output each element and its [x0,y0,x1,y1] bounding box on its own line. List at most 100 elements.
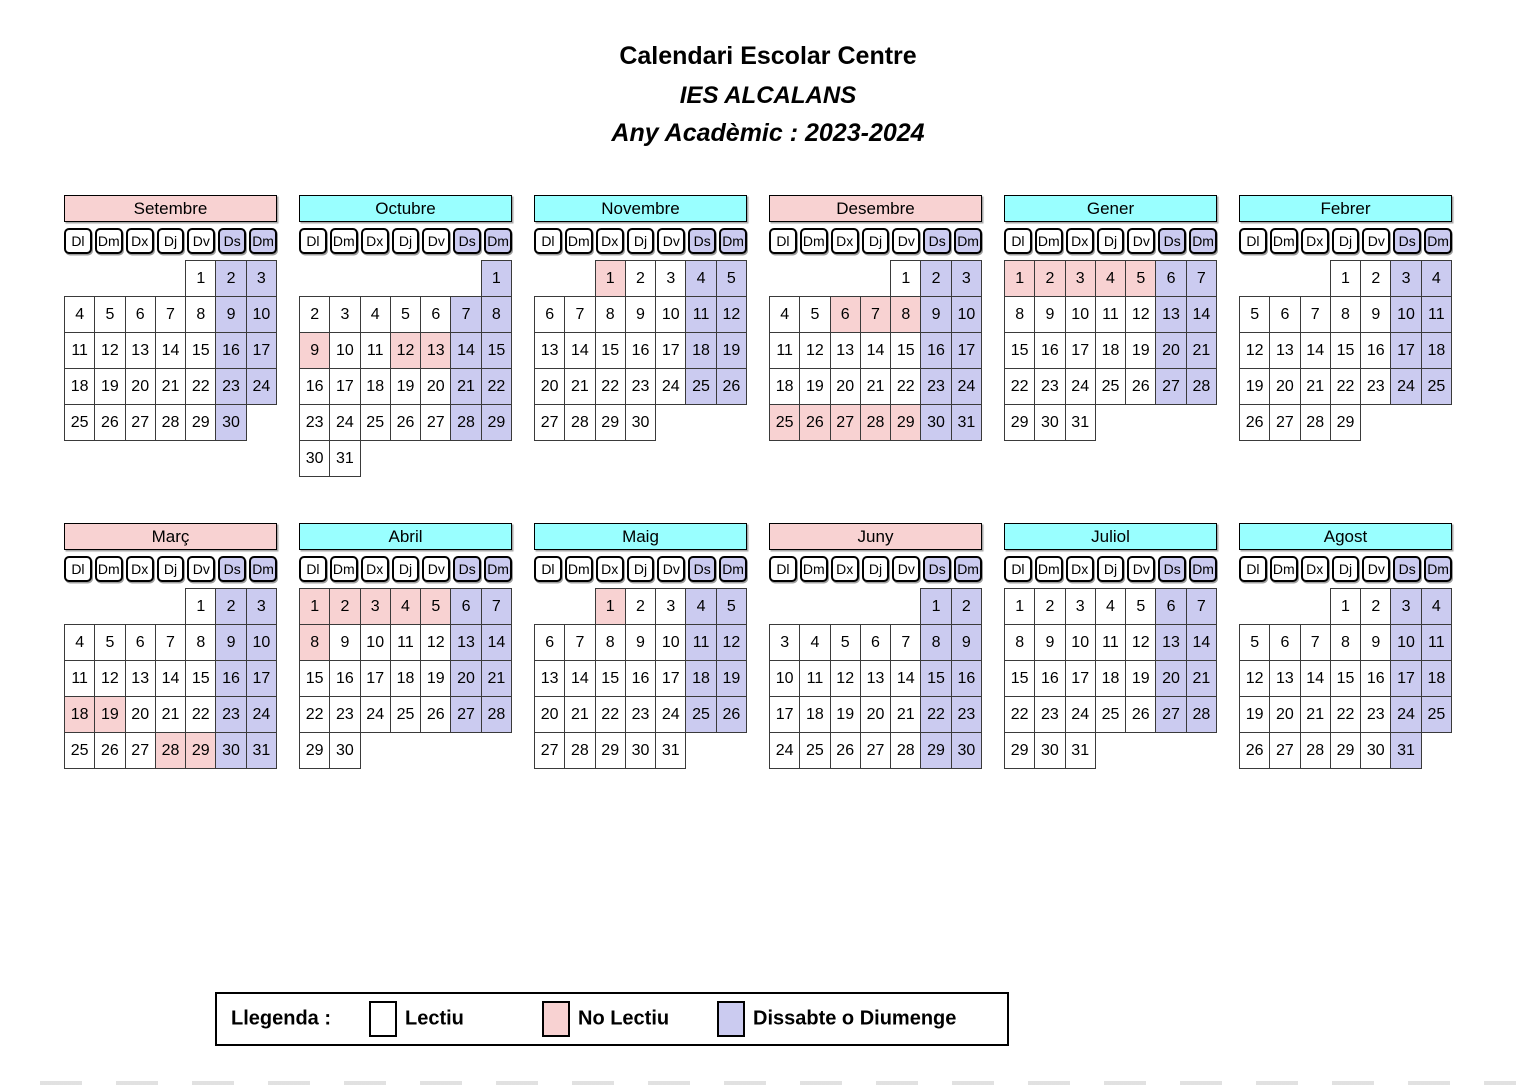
day-cell: 18 [389,660,422,697]
day-cell: 11 [1420,624,1453,661]
weekday-label: Dv [422,556,451,582]
day-cell: 14 [1299,332,1331,369]
day-cell: 30 [215,404,247,441]
day-cell: 14 [564,660,596,697]
day-cell: 14 [859,332,892,369]
day-cell: 16 [950,660,983,697]
weekday-label: Dm [484,556,513,582]
empty-cell [1300,261,1330,297]
empty-cell [1391,405,1421,441]
day-cell: 14 [480,624,513,661]
day-cell: 6 [1269,624,1301,661]
day-cell: 17 [329,368,361,405]
empty-cell [770,261,800,297]
day-cell: 9 [920,296,952,333]
day-cell: 7 [450,296,482,333]
day-cell: 30 [624,404,657,441]
day-cell: 15 [1003,660,1036,697]
weekday-label: Dm [719,556,748,582]
day-cell: 30 [1034,732,1066,769]
day-cell: 14 [154,660,187,697]
weekday-header-row: Dl Dm Dx Dj Dv Ds Dm [534,228,748,254]
week-row: 25 26 27 28 29 30 31 [63,732,278,769]
day-cell: 12 [420,624,452,661]
day-cell: 28 [154,732,187,769]
month-setembre: Setembre Dl Dm Dx Dj Dv Ds Dm 1 2 3 4 5 6 7 8 9 10 11 12 13 1… [63,195,278,477]
day-cell: 22 [594,696,626,733]
weekday-header-row: Dl Dm Dx Dj Dv Ds Dm [769,556,983,582]
empty-cell [65,261,95,297]
weekday-label: Ds [1393,228,1422,254]
month-grid: 1 2 3 4 5 6 7 8 9 10 11 12 13 14 15 16 17 18 19 20 21 22 23 24 2… [768,588,983,769]
weekday-label: Dx [1300,228,1329,254]
day-cell: 10 [1064,296,1096,333]
day-cell: 20 [1269,368,1301,405]
empty-cell [1421,405,1451,441]
day-cell: 27 [420,404,452,441]
day-cell: 8 [594,624,626,661]
day-cell: 29 [594,732,626,769]
week-row: 26 27 28 29 [1238,404,1452,441]
day-cell: 17 [1390,332,1422,369]
month-grid: 1 2 3 4 5 6 7 8 9 10 11 12 13 14 15 16 17 18 19 20 21 22 23 24 2… [1238,588,1453,769]
day-cell: 15 [594,660,626,697]
weekday-label: Dm [1269,556,1298,582]
weekday-label: Ds [453,556,482,582]
day-cell: 8 [1329,624,1362,661]
day-cell: 7 [154,624,187,661]
weekday-label: Dx [830,228,859,254]
week-row: 25 26 27 28 29 30 [63,404,277,441]
day-cell: 13 [420,332,452,369]
day-cell: 10 [329,332,361,369]
weekday-label: Dx [1065,556,1094,582]
day-cell: 10 [950,296,983,333]
day-cell: 23 [1360,696,1392,733]
day-cell: 15 [298,660,331,697]
empty-cell [330,261,360,297]
month-header: Març [64,523,277,550]
weekday-label: Dl [1239,228,1267,254]
day-cell: 16 [1034,332,1066,369]
weekday-label: Dm [249,228,278,254]
day-cell: 7 [1185,588,1218,625]
day-cell: 20 [533,696,566,733]
day-cell: 13 [1155,624,1187,661]
day-cell: 26 [94,404,126,441]
weekday-label: Dm [799,556,828,582]
day-cell: 21 [154,368,187,405]
day-cell: 5 [94,296,126,333]
day-cell: 31 [950,404,983,441]
day-cell: 6 [124,624,156,661]
week-row: 29 30 [298,732,512,769]
day-cell: 1 [890,260,922,297]
day-cell: 23 [215,696,247,733]
empty-cell [1126,733,1156,769]
month-grid: 1 2 3 4 5 6 7 8 9 10 11 12 13 14 15 16 17 18 19 20 21 22 23 24 2… [1003,260,1218,441]
day-cell: 19 [420,660,452,697]
day-cell: 25 [63,732,96,769]
weekday-label: Dj [156,556,185,582]
day-cell: 16 [624,660,657,697]
day-cell: 17 [950,332,983,369]
empty-cell [421,733,451,769]
day-cell: 3 [1390,588,1422,625]
day-cell: 16 [1360,332,1392,369]
day-cell: 11 [1420,296,1453,333]
day-cell: 21 [1299,696,1331,733]
day-cell: 23 [920,368,952,405]
day-cell: 24 [359,696,391,733]
week-row: 26 27 28 29 30 31 [1238,732,1452,769]
day-cell: 11 [799,660,831,697]
day-cell: 15 [1329,660,1362,697]
month-grid: 1 2 3 4 5 6 7 8 9 10 11 12 13 14 15 16 17 18 19 20 21 22 23 24 2… [63,588,278,769]
empty-cell [1240,261,1270,297]
weekday-label: Dv [187,556,216,582]
day-cell: 7 [480,588,513,625]
day-cell: 7 [154,296,187,333]
weekday-header-row: Dl Dm Dx Dj Dv Ds Dm [64,228,278,254]
weekday-label: Dl [1239,556,1267,582]
day-cell: 2 [624,588,657,625]
day-cell: 21 [564,368,596,405]
day-cell: 22 [185,368,217,405]
